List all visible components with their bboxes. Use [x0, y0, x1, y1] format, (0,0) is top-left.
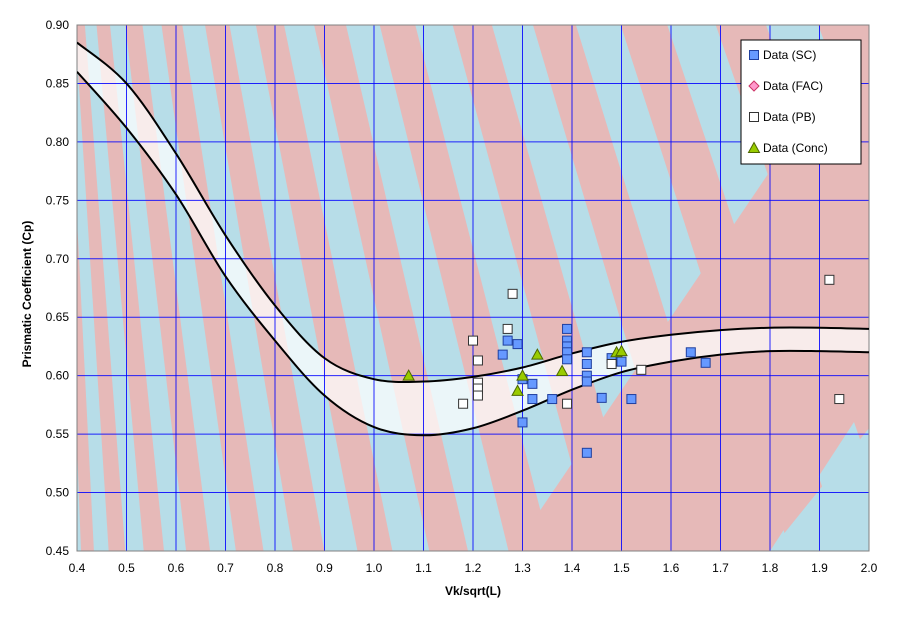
background-band — [96, 25, 164, 551]
point-data-sc — [502, 335, 513, 346]
point-data-sc — [562, 354, 573, 365]
background-band — [161, 25, 264, 551]
y-tick-label: 0.90 — [46, 18, 70, 32]
legend-label: Data (SC) — [763, 48, 816, 62]
point-data-sc — [685, 347, 696, 358]
legend-box — [740, 39, 862, 165]
point-data-pb — [468, 335, 478, 346]
gridlines — [76, 24, 870, 552]
x-tick-label: 1.8 — [762, 561, 779, 575]
lower-curve — [77, 71, 869, 437]
legend-label: Data (PB) — [763, 110, 816, 124]
point-data-conc — [531, 348, 544, 360]
point-data-sc — [596, 392, 607, 403]
x-tick-label: 1.6 — [663, 561, 680, 575]
data-points — [402, 274, 845, 458]
point-data-pb — [636, 364, 647, 375]
point-data-conc — [615, 344, 628, 357]
background-band — [452, 25, 642, 551]
background-band — [77, 218, 94, 551]
x-tick-labels: 0.4 0.5 0.6 0.7 0.8 0.9 1.0 1.1 1.2 1.3 1.4 1.5 1.6 1… — [69, 561, 878, 575]
x-tick-label: 0.6 — [168, 561, 185, 575]
y-tick-labels: 0.45 0.50 0.55 0.60 0.65 0.70 0.75 0.80 0.85 0.90 — [46, 18, 70, 558]
point-data-sc — [581, 347, 592, 358]
x-tick-label: 1.7 — [712, 561, 729, 575]
y-axis-title: Prismatic Coefficient (Cp) — [20, 221, 34, 368]
band-curves — [77, 41, 869, 437]
legend-label: Data (Conc) — [763, 141, 828, 155]
point-data-sc — [527, 378, 538, 389]
y-tick-label: 0.45 — [46, 544, 70, 558]
y-tick-label: 0.60 — [46, 369, 70, 383]
x-tick-label: 0.4 — [69, 561, 86, 575]
point-data-sc — [700, 357, 711, 368]
legend: Data (SC) Data (FAC) Data (PB) Data (Conc) — [740, 39, 862, 165]
point-data-sc — [517, 417, 528, 428]
y-tick-label: 0.85 — [46, 76, 70, 90]
point-data-sc — [547, 394, 558, 405]
x-axis-title: Vk/sqrt(L) — [445, 584, 501, 598]
x-tick-label: 0.9 — [316, 561, 333, 575]
point-data-pb — [824, 274, 835, 285]
point-data-sc — [527, 394, 538, 405]
y-tick-label: 0.50 — [46, 486, 70, 500]
x-tick-label: 1.5 — [613, 561, 630, 575]
point-data-sc — [581, 376, 592, 387]
x-tick-label: 2.0 — [861, 561, 878, 575]
y-tick-label: 0.70 — [46, 252, 70, 266]
point-data-sc — [512, 339, 523, 350]
legend-marker — [749, 112, 759, 122]
background-band — [205, 25, 325, 551]
background-band — [379, 25, 551, 551]
point-data-sc — [562, 323, 573, 334]
x-tick-label: 1.3 — [514, 561, 531, 575]
legend-marker — [749, 50, 759, 60]
point-data-pb — [606, 358, 617, 369]
legend-marker — [748, 80, 760, 92]
x-tick-label: 1.9 — [811, 561, 828, 575]
x-tick-label: 1.4 — [564, 561, 581, 575]
x-tick-label: 1.0 — [366, 561, 383, 575]
point-data-pb — [502, 323, 513, 334]
x-tick-label: 0.8 — [267, 561, 284, 575]
x-tick-label: 0.7 — [217, 561, 234, 575]
point-data-sc — [616, 356, 627, 367]
background-band — [125, 25, 211, 551]
point-data-conc — [516, 369, 529, 381]
point-data-pb — [562, 398, 573, 409]
upper-curve — [77, 41, 869, 383]
point-data-conc — [402, 369, 415, 381]
point-data-pb — [458, 398, 469, 409]
y-tick-label: 0.80 — [46, 135, 70, 149]
y-tick-label: 0.55 — [46, 427, 70, 441]
legend-label: Data (FAC) — [763, 79, 823, 93]
point-data-sc — [626, 394, 637, 405]
point-data-pb — [834, 394, 845, 405]
point-data-pb — [472, 355, 483, 366]
point-data-conc — [555, 364, 569, 376]
legend-marker — [747, 141, 761, 153]
point-data-sc — [581, 447, 592, 458]
y-tick-label: 0.65 — [46, 310, 70, 324]
point-data-pb — [472, 390, 483, 401]
point-data-sc — [581, 358, 592, 369]
point-data-conc — [511, 384, 524, 396]
plot-frame — [76, 24, 870, 552]
x-tick-label: 1.2 — [465, 561, 482, 575]
background-band — [77, 25, 126, 551]
x-tick-label: 1.1 — [415, 561, 432, 575]
point-data-pb — [507, 288, 518, 299]
point-data-sc — [497, 349, 508, 360]
y-tick-label: 0.75 — [46, 193, 70, 207]
x-tick-label: 0.5 — [118, 561, 135, 575]
